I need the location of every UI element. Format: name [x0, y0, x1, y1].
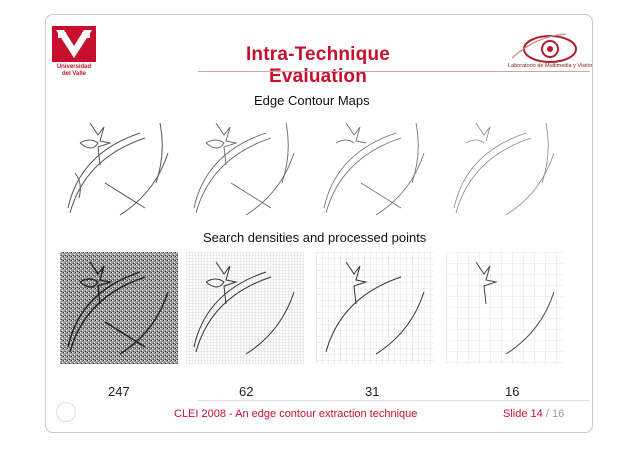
- slide-current: 14: [530, 408, 543, 420]
- density-image-2: [186, 252, 304, 364]
- density-image-1: [60, 252, 178, 364]
- density-value-4: 16: [505, 384, 520, 399]
- density-value-3: 31: [365, 384, 380, 399]
- edge-map-image-3: [323, 122, 425, 216]
- title-divider: [198, 71, 590, 72]
- density-value-2: 62: [239, 384, 254, 399]
- slide-total: / 16: [545, 408, 565, 420]
- slide-label: Slide: [503, 408, 528, 420]
- corner-decoration: [56, 402, 76, 422]
- density-image-4: [446, 252, 564, 364]
- university-logo-icon: [52, 26, 96, 62]
- eye-logo-icon: [511, 33, 577, 63]
- footer-text: CLEI 2008 - An edge contour extraction t…: [174, 408, 418, 420]
- page-title: Intra-Technique Evaluation: [245, 44, 391, 87]
- density-image-3: [316, 252, 434, 364]
- edge-map-image-2: [193, 122, 295, 216]
- edge-maps-heading: Edge Contour Maps: [254, 93, 370, 108]
- densities-heading: Search densities and processed points: [203, 230, 427, 245]
- lab-name: Laboratorio de Multimedia y Visión: [508, 63, 593, 69]
- edge-map-image-4: [453, 122, 555, 216]
- density-value-1: 247: [108, 384, 130, 399]
- university-name: Universidad del Valle: [56, 64, 92, 77]
- edge-map-image-1: [67, 122, 169, 216]
- slide-number: Slide 14 / 16: [503, 408, 564, 420]
- footer-divider: [198, 400, 590, 401]
